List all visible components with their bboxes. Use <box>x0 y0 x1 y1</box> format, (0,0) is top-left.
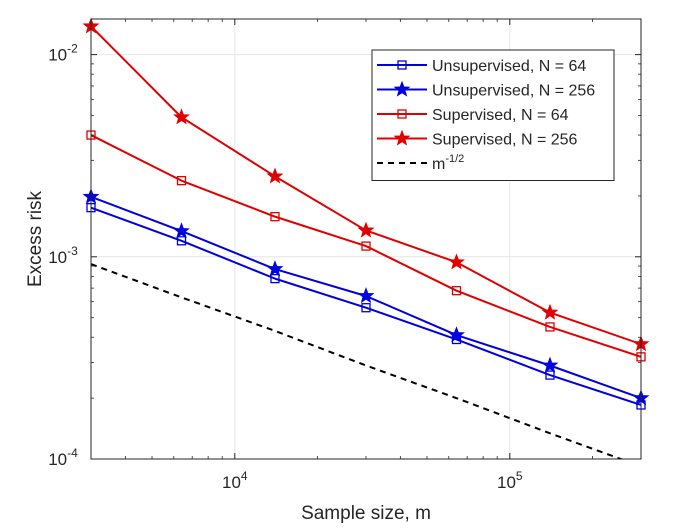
data-point-0-1 <box>176 236 187 246</box>
data-point-1-1 <box>173 222 190 239</box>
y-tick-label: 10-4 <box>48 446 78 469</box>
legend-label-1: Unsupervised, N = 256 <box>432 83 595 100</box>
series-line-2 <box>91 134 641 358</box>
data-point-3-1 <box>173 108 190 125</box>
y-tick-label: 10-3 <box>48 244 78 267</box>
data-point-1-4 <box>448 326 465 343</box>
data-point-1-5 <box>541 356 559 373</box>
tick-labels: 104 105 10-4 10-3 10-2 <box>48 42 523 492</box>
data-point-0-2 <box>270 273 280 284</box>
legend-marker-2 <box>397 109 407 119</box>
legend-label-4: m-1/2 <box>432 153 464 173</box>
series-line-4 <box>91 263 624 459</box>
data-point-1-2 <box>266 260 284 277</box>
x-tick-label: 104 <box>222 469 248 492</box>
legend-marker-3 <box>393 129 411 146</box>
legend: Unsupervised, N = 64 Unsupervised, N = 25… <box>371 49 615 181</box>
data-point-2-2 <box>270 211 280 222</box>
data-point-0-5 <box>545 370 555 380</box>
series-line-0 <box>91 206 641 406</box>
data-point-3-2 <box>266 167 284 184</box>
data-point-3-3 <box>357 221 375 238</box>
legend-marker-1 <box>393 80 411 97</box>
x-tick-label: 105 <box>497 469 523 492</box>
data-point-3-5 <box>541 303 559 320</box>
legend-label-0: Unsupervised, N = 64 <box>432 58 586 75</box>
legend-box <box>371 49 615 181</box>
data-point-3-4 <box>448 253 465 270</box>
legend-label-3: Supervised, N = 256 <box>432 132 578 149</box>
y-axis-label: Excess risk <box>25 190 46 287</box>
ticks <box>90 19 642 460</box>
data-point-2-4 <box>451 286 462 296</box>
data-point-1-3 <box>357 287 375 304</box>
data-point-2-1 <box>176 176 187 186</box>
data-point-2-5 <box>545 322 555 332</box>
x-axis-label: Sample size, m <box>301 503 431 524</box>
legend-label-2: Supervised, N = 64 <box>432 107 569 124</box>
data-point-2-3 <box>361 241 371 251</box>
legend-marker-0 <box>397 60 407 70</box>
data-point-0-3 <box>361 303 371 313</box>
y-tick-label: 10-2 <box>48 42 78 65</box>
